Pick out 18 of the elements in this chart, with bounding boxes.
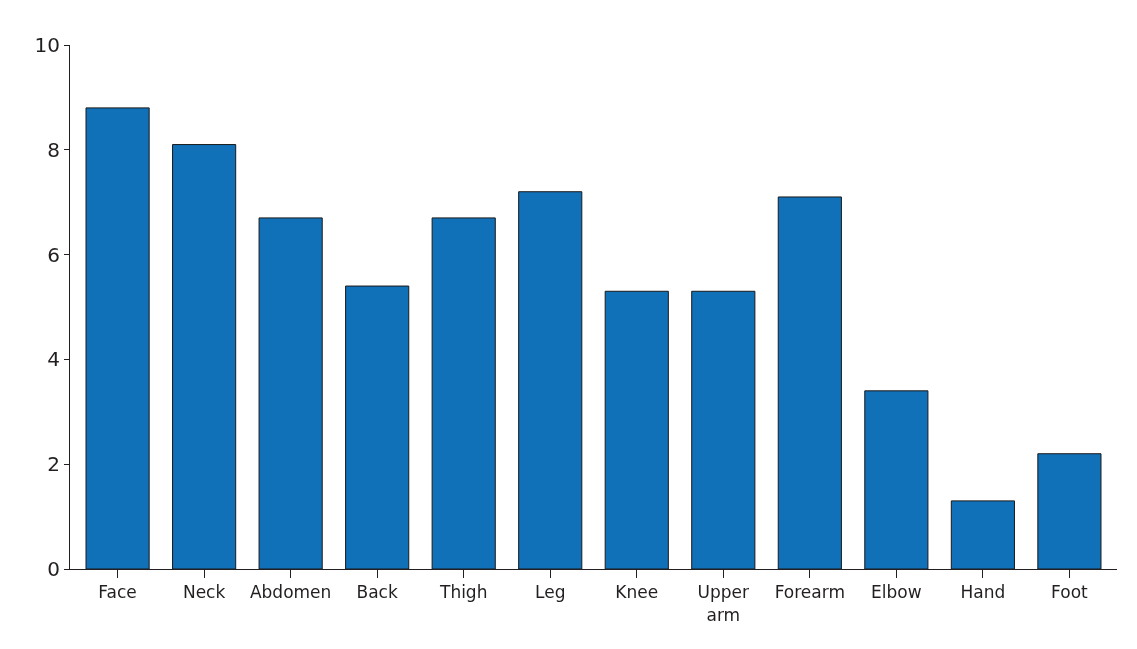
x-tick-label: Face xyxy=(98,582,137,603)
y-tick-label: 8 xyxy=(47,137,60,162)
y-tick-label: 6 xyxy=(47,242,60,267)
x-tick-label: Back xyxy=(356,582,398,603)
x-tick-label: Thigh xyxy=(438,582,488,603)
x-tick-label: Abdomen xyxy=(249,582,332,603)
y-tick-label: 0 xyxy=(47,557,60,581)
x-tick-label: Knee xyxy=(615,582,659,603)
y-tick-label: 4 xyxy=(47,347,60,372)
x-tick-label: Hand xyxy=(960,582,1006,603)
y-tick-label: 10 xyxy=(34,33,60,57)
x-tick-label: Elbow xyxy=(871,582,922,603)
y-tick-label: 2 xyxy=(47,452,60,477)
x-tick-label: Leg xyxy=(535,582,566,603)
x-tick-label: Upper arm xyxy=(697,582,750,625)
x-tick-label: Foot xyxy=(1051,582,1089,603)
x-tick-label: Neck xyxy=(182,582,226,603)
x-tick-label: Forearm xyxy=(774,582,845,603)
